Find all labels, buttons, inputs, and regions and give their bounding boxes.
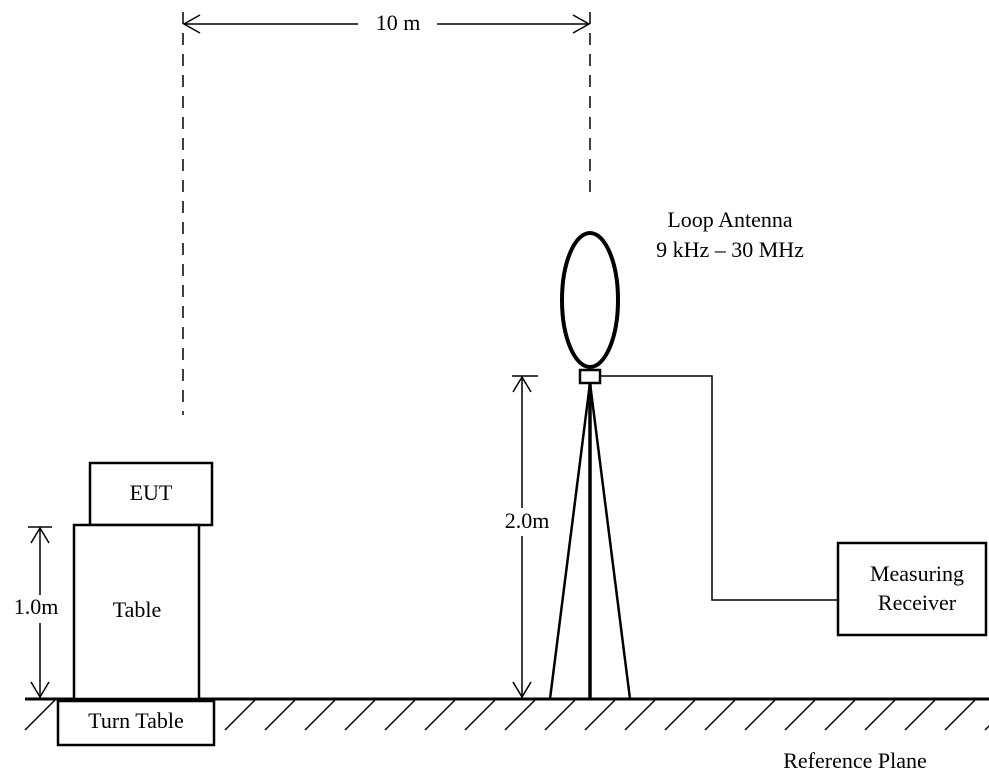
hatch-line [984, 724, 989, 731]
antenna-range: 9 kHz – 30 MHz [656, 237, 804, 262]
hatch-line [584, 699, 616, 731]
hatch-line [24, 699, 56, 731]
ground-hatch [24, 699, 989, 731]
antenna-connector [578, 368, 602, 385]
hatch-line [944, 699, 976, 731]
hatch-line [904, 699, 936, 731]
loop-antenna [560, 231, 620, 369]
hatch-line [864, 699, 896, 731]
receiver-label: Receiver [878, 590, 957, 615]
hatch-line [424, 699, 456, 731]
antenna-height-label: 2.0m [505, 508, 550, 533]
tripod [548, 382, 632, 700]
hatch-line [664, 699, 696, 731]
hatch-line [744, 699, 776, 731]
table-label: Table [113, 597, 162, 622]
hatch-line [624, 699, 656, 731]
eut-box [88, 461, 214, 527]
antenna-height-arrow [512, 375, 538, 699]
receiver-label: Measuring [870, 561, 964, 586]
hatch-line [704, 699, 736, 731]
table-box [72, 523, 201, 701]
antenna-name: Loop Antenna [667, 207, 792, 232]
table-height-label: 1.0m [14, 594, 59, 619]
hatch-line [344, 699, 376, 731]
hatch-line [504, 699, 536, 731]
hatch-line [304, 699, 336, 731]
receiver-box [836, 541, 988, 637]
hatch-line [264, 699, 296, 731]
hatch-line [464, 699, 496, 731]
eut-label: EUT [130, 480, 173, 505]
hatch-line [824, 699, 856, 731]
label-background [8, 595, 66, 623]
cable [600, 375, 838, 601]
hatch-line [544, 699, 576, 731]
label-background [498, 508, 556, 536]
distance-arrow [182, 14, 591, 34]
hatch-line [784, 699, 816, 731]
hatch-line [224, 699, 256, 731]
distance-label: 10 m [376, 10, 421, 35]
turn-table-label: Turn Table [88, 708, 184, 733]
reference-plane-label: Reference Plane [783, 748, 927, 773]
turn-table-box [56, 699, 216, 747]
hatch-line [384, 699, 416, 731]
